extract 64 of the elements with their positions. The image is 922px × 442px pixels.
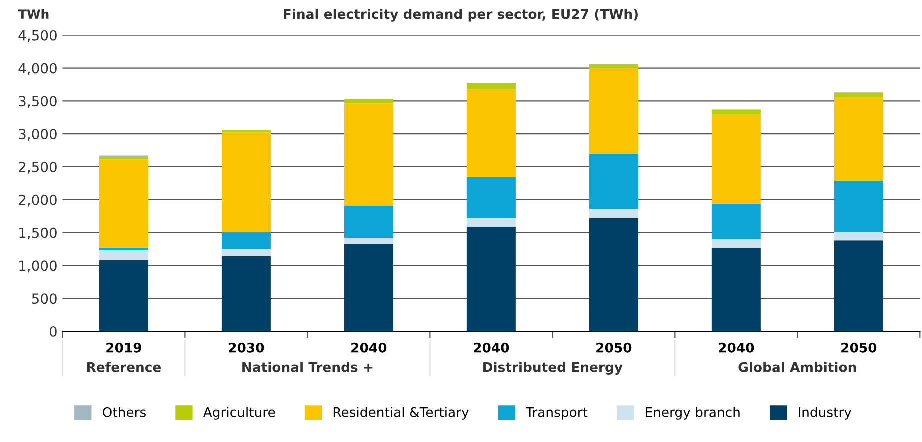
bar xyxy=(222,256,271,332)
y-tick-label: 0 xyxy=(50,326,57,337)
bar xyxy=(466,83,516,90)
y-tick-label: 3,000 xyxy=(19,129,57,141)
legend-label: Energy branch xyxy=(646,407,740,420)
bar xyxy=(834,97,884,181)
bar xyxy=(222,132,271,232)
bar xyxy=(712,114,761,204)
bar xyxy=(344,99,394,104)
bar xyxy=(99,260,148,332)
bar xyxy=(589,209,638,218)
x-tick-label: 2040 xyxy=(352,342,387,353)
y-tick-label: 4,500 xyxy=(18,30,57,42)
bar xyxy=(589,64,638,68)
bar xyxy=(712,239,761,248)
x-tick-label: 2050 xyxy=(842,342,877,353)
text: Global Ambition xyxy=(738,362,856,372)
bar xyxy=(834,232,884,241)
bar xyxy=(222,232,271,250)
bar xyxy=(344,244,394,332)
text: Reference xyxy=(87,362,162,372)
x-tick-label: 2030 xyxy=(229,342,264,353)
bar xyxy=(466,89,516,178)
bar xyxy=(466,218,516,227)
legend-label: Others xyxy=(103,407,146,418)
x-tick-label: 2040 xyxy=(719,342,754,353)
legend-label: Industry xyxy=(798,407,852,420)
chart-title: Final electricity demand per sector, EU27 (TWh) xyxy=(284,9,638,22)
y-tick-label: 4,000 xyxy=(18,63,57,76)
bar xyxy=(466,178,516,218)
bar xyxy=(222,130,271,133)
legend-label: Residential &Tertiary xyxy=(334,407,469,420)
y-tick-label: 2,000 xyxy=(19,194,57,207)
x-tick-label: 2019 xyxy=(106,342,142,353)
bar xyxy=(834,240,884,332)
bar xyxy=(99,160,148,248)
bar xyxy=(344,104,394,206)
y-tick-label: 500 xyxy=(32,294,57,304)
y-tick-label: 2,500 xyxy=(19,162,57,174)
bar xyxy=(99,157,148,160)
bar xyxy=(344,206,394,238)
legend-label: Agriculture xyxy=(203,407,276,420)
legend-label: Transport xyxy=(526,408,588,420)
bar xyxy=(222,249,271,256)
y-tick-label: 3,500 xyxy=(19,96,57,108)
text: Distributed Energy xyxy=(484,362,623,375)
bar xyxy=(99,248,148,251)
bar xyxy=(834,180,884,232)
bar xyxy=(466,226,516,332)
text: National Trends + xyxy=(242,362,373,372)
bar xyxy=(589,68,638,154)
y-tick-label: 1,000 xyxy=(20,260,57,273)
bar xyxy=(712,110,761,114)
x-tick-label: 2050 xyxy=(596,342,632,353)
y-axis-title: TWh xyxy=(18,9,49,19)
bar xyxy=(712,204,761,240)
bar xyxy=(834,92,884,98)
bar xyxy=(712,248,761,332)
bar xyxy=(99,250,148,260)
bar xyxy=(589,218,638,332)
y-tick-label: 1,500 xyxy=(20,228,57,240)
bar xyxy=(589,154,638,210)
x-tick-label: 2040 xyxy=(474,342,510,353)
bar xyxy=(344,238,394,244)
